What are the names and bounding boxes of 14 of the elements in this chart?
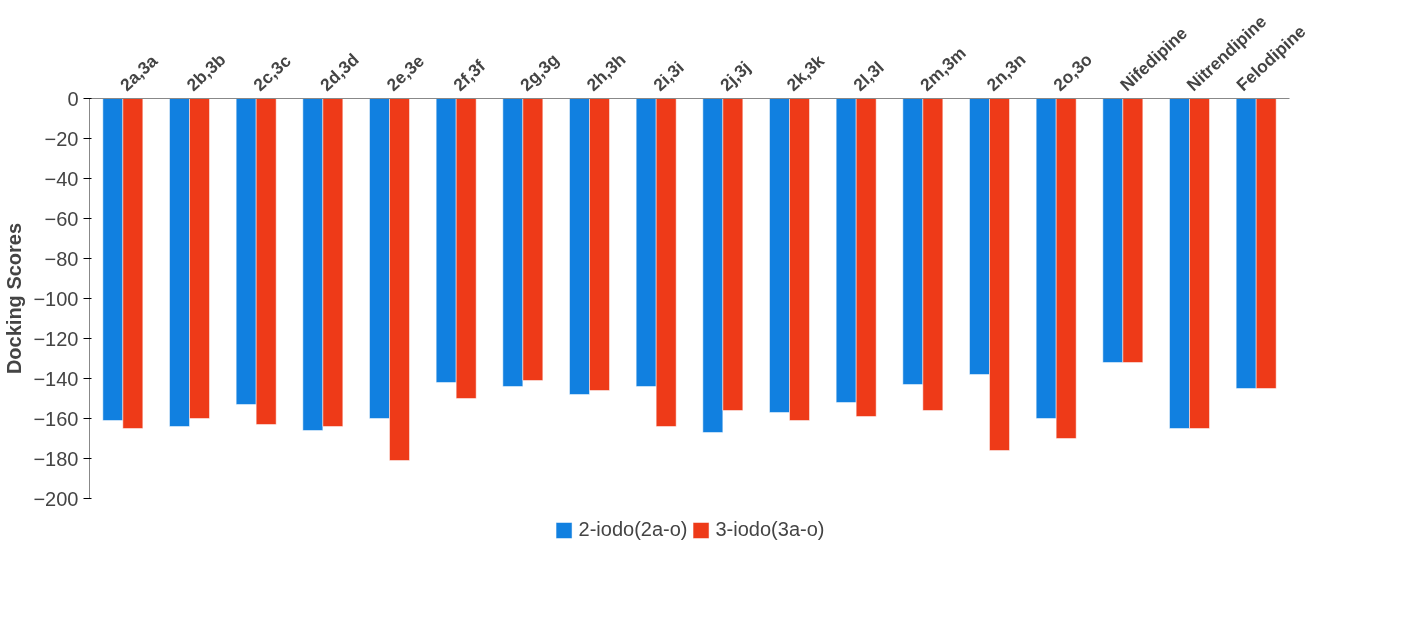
y-tick-label: 0 (67, 87, 79, 110)
y-axis-title: Docking Scores (3, 222, 26, 375)
legend-label: 2-iodo(2a-o) (578, 518, 688, 541)
y-tick-label: −100 (33, 287, 79, 310)
y-tick-label: −140 (33, 367, 79, 390)
y-tick-label: −80 (44, 247, 79, 270)
y-tick-label: −160 (33, 407, 79, 430)
y-tick-label: −20 (44, 127, 79, 150)
y-tick-label: −200 (33, 487, 79, 510)
legend-label: 3-iodo(3a-o) (715, 518, 825, 541)
y-tick-label: −60 (44, 207, 79, 230)
y-tick-label: −180 (33, 447, 79, 470)
y-tick-label: −40 (44, 167, 79, 190)
y-tick-label: −120 (33, 327, 79, 350)
